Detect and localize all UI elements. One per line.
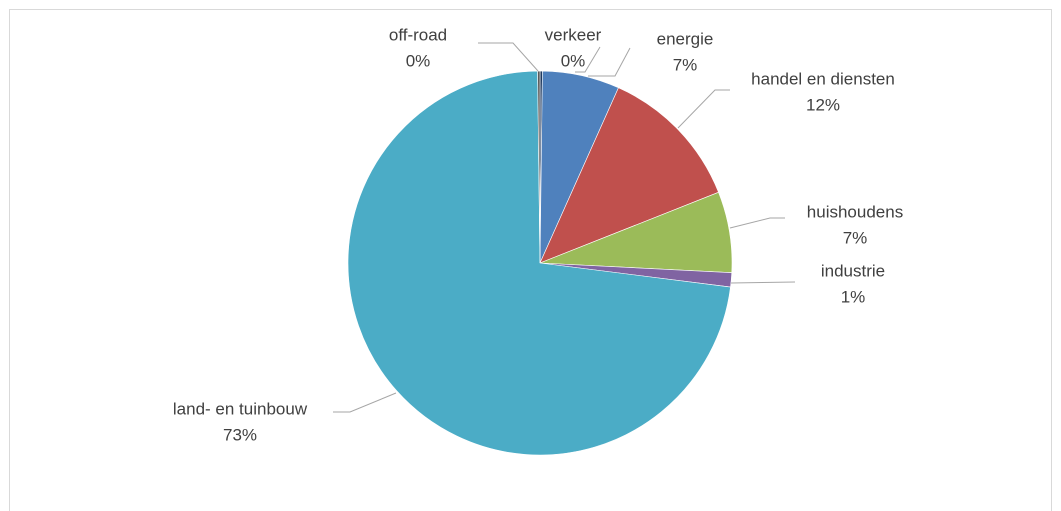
slice-value-label: 0%	[561, 51, 586, 70]
slice-value-label: 12%	[806, 95, 840, 114]
slice-label: industrie	[821, 261, 885, 280]
pie-slice	[347, 70, 731, 456]
leader-line	[478, 42, 539, 72]
slice-label: land- en tuinbouw	[173, 399, 308, 418]
slice-value-label: 0%	[406, 51, 431, 70]
slice-label: handel en diensten	[751, 69, 895, 88]
slice-value-label: 1%	[841, 287, 866, 306]
slice-value-label: 73%	[223, 425, 257, 444]
leader-line	[333, 392, 397, 413]
slice-value-label: 7%	[673, 55, 698, 74]
leader-line	[588, 47, 631, 77]
slice-label: huishoudens	[807, 202, 903, 221]
slice-label: off-road	[389, 25, 447, 44]
leader-line	[730, 281, 796, 284]
leader-line	[575, 46, 601, 73]
slice-value-label: 7%	[843, 228, 868, 247]
leader-line	[677, 89, 730, 129]
slice-label: energie	[657, 29, 714, 48]
pie-slice	[539, 87, 719, 264]
leader-line	[729, 217, 785, 229]
slice-label: verkeer	[545, 25, 602, 44]
